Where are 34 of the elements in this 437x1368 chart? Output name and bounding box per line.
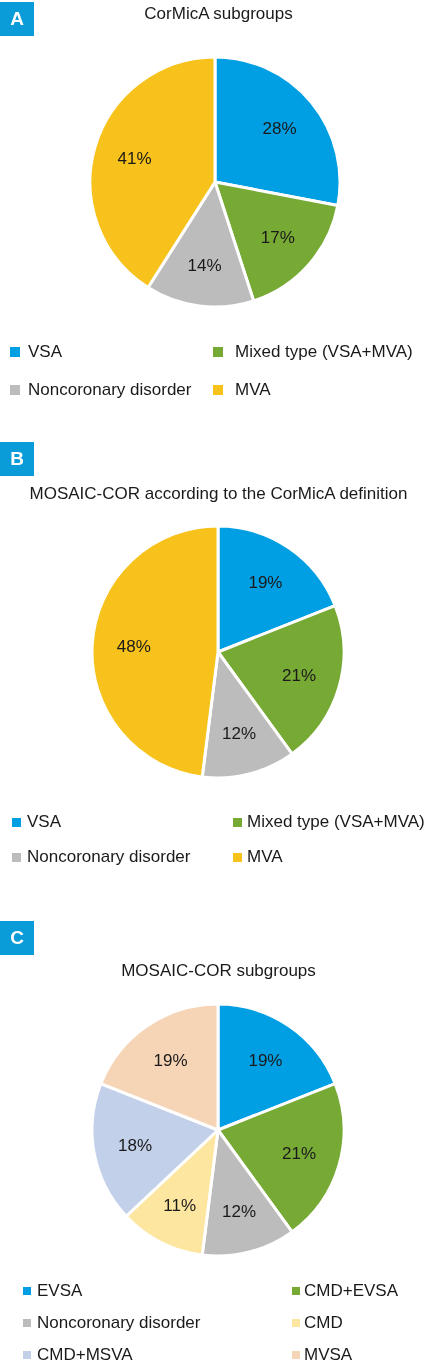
data-label: 21% xyxy=(282,1144,317,1164)
letter-badge: A xyxy=(0,2,34,36)
legend-label: Noncoronary disorder xyxy=(28,380,192,399)
legend-label: Noncoronary disorder xyxy=(37,1313,201,1332)
letter-badge: B xyxy=(0,442,34,476)
legend-label: CMD+EVSA xyxy=(304,1281,398,1300)
data-label: 14% xyxy=(187,255,222,275)
legend-label: VSA xyxy=(28,342,63,361)
legend-label: MVA xyxy=(247,847,283,866)
data-label: 48% xyxy=(116,637,151,657)
legend-label: EVSA xyxy=(37,1281,83,1300)
data-label: 17% xyxy=(260,227,295,247)
data-label: 12% xyxy=(221,1202,257,1222)
legend-label: Mixed type (VSA+MVA) xyxy=(247,812,425,831)
legend-label: CMD xyxy=(304,1313,343,1332)
legend-label: VSA xyxy=(27,812,62,831)
data-label: 19% xyxy=(153,1050,188,1070)
data-label: 28% xyxy=(262,119,297,139)
data-label: 21% xyxy=(282,666,317,686)
chart-title: MOSAIC-COR according to the CorMicA definition xyxy=(29,484,408,503)
data-label: 19% xyxy=(248,1050,283,1070)
legend-label: MVSA xyxy=(304,1345,353,1364)
data-label: 12% xyxy=(221,724,257,744)
legend-label: Mixed type (VSA+MVA) xyxy=(235,342,413,361)
legend-label: Noncoronary disorder xyxy=(27,847,191,866)
letter-badge: C xyxy=(0,921,34,955)
chart-title: MOSAIC-COR subgroups xyxy=(121,961,316,980)
data-label: 18% xyxy=(118,1136,153,1156)
legend-label: MVA xyxy=(235,380,271,399)
data-label: 19% xyxy=(248,572,283,592)
data-label: 11% xyxy=(163,1195,197,1215)
legend-label: CMD+MSVA xyxy=(37,1345,133,1364)
chart-title: CorMicA subgroups xyxy=(144,4,293,23)
data-label: 41% xyxy=(117,149,152,169)
